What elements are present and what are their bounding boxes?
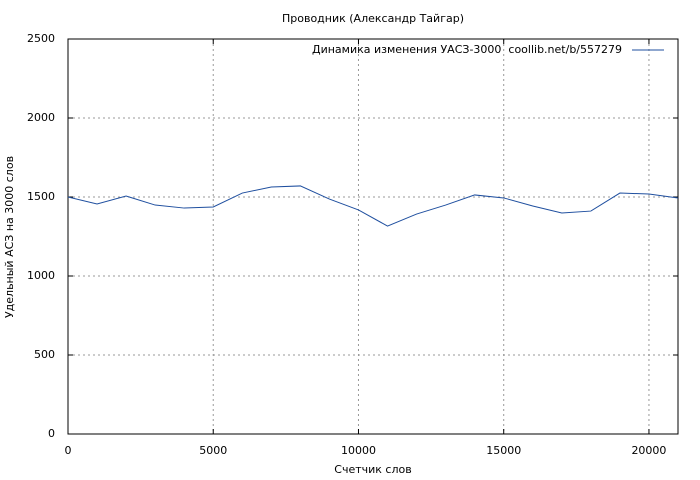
x-tick-label: 20000 — [631, 444, 666, 457]
chart-title: Проводник (Александр Тайгар) — [282, 12, 464, 25]
x-tick-label: 5000 — [199, 444, 227, 457]
y-axis-label: Удельный АСЗ на 3000 слов — [3, 156, 16, 318]
y-tick-label: 1500 — [27, 190, 55, 203]
x-tick-label: 15000 — [486, 444, 521, 457]
x-tick-label: 0 — [65, 444, 72, 457]
y-tick-label: 500 — [34, 348, 55, 361]
x-tick-label: 10000 — [341, 444, 376, 457]
y-tick-label: 0 — [48, 427, 55, 440]
x-axis-label: Счетчик слов — [334, 463, 411, 476]
plot-frame — [67, 38, 679, 435]
legend-label: Динамика изменения УАСЗ-3000 coollib.net… — [312, 43, 622, 56]
y-tick-label: 2500 — [27, 32, 55, 45]
y-tick-label: 2000 — [27, 111, 55, 124]
data-line — [67, 185, 679, 227]
y-tick-label: 1000 — [27, 269, 55, 282]
